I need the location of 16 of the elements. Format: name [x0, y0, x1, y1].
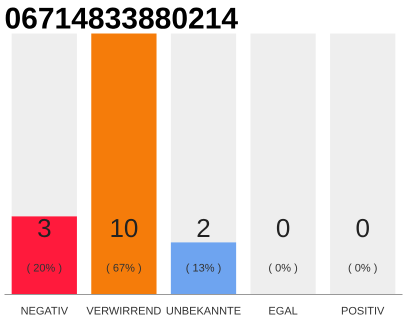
- x-tick-label: POSITIV: [341, 306, 386, 318]
- text: 0: [276, 213, 290, 244]
- text: 0: [355, 213, 370, 244]
- annotation: ( 67% ): [106, 262, 142, 274]
- annotation: ( 0% ): [268, 262, 298, 274]
- text: 2: [196, 213, 211, 244]
- annotation: ( 0% ): [348, 262, 378, 274]
- x-tick-label: UNBEKANNTE: [166, 306, 242, 318]
- chart-title: 06714833880214: [4, 2, 238, 36]
- x-tick-label: EGAL: [268, 306, 298, 318]
- annotation: ( 13% ): [186, 262, 222, 274]
- annotation: ( 20% ): [26, 262, 62, 274]
- x-tick-label: VERWIRREND: [86, 306, 162, 318]
- text: 10: [109, 213, 138, 244]
- x-tick-label: NEGATIV: [20, 306, 69, 318]
- text: 3: [37, 213, 52, 244]
